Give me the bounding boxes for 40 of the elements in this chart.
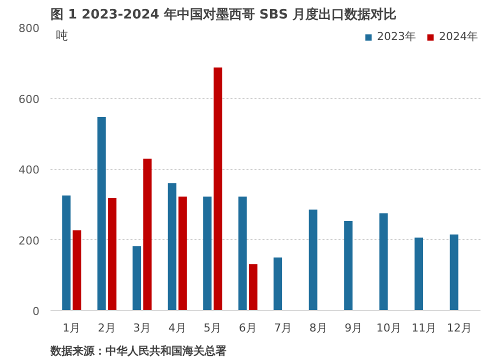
x-tick-label: 10月 — [376, 322, 402, 334]
y-tick-label: 800 — [18, 22, 40, 35]
bar — [168, 183, 176, 310]
x-tick-label: 6月 — [238, 322, 257, 334]
x-tick-label: 3月 — [133, 322, 152, 334]
x-tick-label: 5月 — [204, 322, 222, 334]
y-tick-label: 200 — [18, 234, 40, 248]
bar — [248, 264, 258, 310]
x-tick-label: 11月 — [412, 322, 437, 334]
x-tick-label: 4月 — [168, 322, 186, 334]
y-tick-label: 600 — [18, 92, 40, 106]
chart-title: 图 1 2023-2024 年中国对墨西哥 SBS 月度出口数据对比 — [50, 6, 397, 22]
bar — [238, 196, 247, 310]
y-tick-label: 400 — [18, 164, 40, 176]
x-tick-label: 7月 — [274, 322, 292, 334]
bar — [344, 221, 353, 310]
x-tick-label: 12月 — [446, 322, 472, 334]
x-tick-label: 1月 — [62, 322, 81, 334]
bar — [379, 213, 388, 310]
bar — [274, 257, 282, 310]
bar — [97, 117, 106, 310]
bar — [203, 196, 212, 310]
bar — [62, 196, 71, 310]
source-note: 数据来源：中华人民共和国海关总署 — [50, 344, 226, 358]
bar — [450, 234, 458, 310]
x-tick-label: 2月 — [98, 322, 116, 334]
x-tick-label: 8月 — [309, 322, 328, 334]
bar — [108, 198, 116, 310]
legend-label: 2024年 — [439, 29, 478, 44]
y-axis-title: 吨 — [56, 28, 68, 42]
bar — [143, 158, 152, 310]
bar — [414, 238, 424, 310]
bar — [178, 196, 187, 310]
x-tick-label: 9月 — [344, 322, 363, 334]
bar — [214, 67, 222, 310]
bar — [72, 230, 82, 310]
legend-label: 2023年 — [377, 29, 416, 44]
bar — [132, 246, 142, 310]
y-tick-label: 0 — [32, 305, 40, 318]
bar — [308, 210, 318, 310]
